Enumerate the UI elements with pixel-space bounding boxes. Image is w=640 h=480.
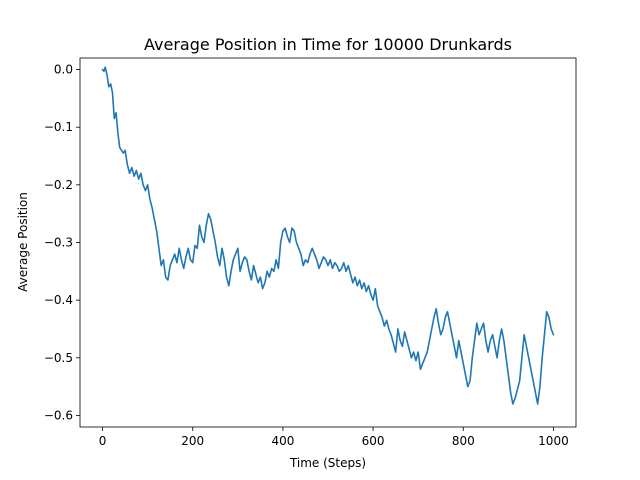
y-tick-label: −0.6	[44, 408, 73, 422]
y-axis: 0.0 −0.1 −0.2 −0.3 −0.4 −0.5 −0.6	[44, 63, 80, 422]
x-axis-label: Time (Steps)	[289, 456, 366, 470]
x-tick-label: 0	[99, 434, 107, 448]
x-axis: 0 200 400 600 800 1000	[99, 427, 569, 448]
y-tick-label: −0.4	[44, 293, 73, 307]
x-tick-label: 600	[362, 434, 385, 448]
x-tick-label: 200	[181, 434, 204, 448]
x-tick-label: 800	[452, 434, 475, 448]
chart-title: Average Position in Time for 10000 Drunk…	[144, 35, 512, 54]
y-tick-label: −0.1	[44, 120, 73, 134]
y-tick-label: −0.2	[44, 178, 73, 192]
y-tick-label: 0.0	[54, 63, 73, 77]
y-tick-label: −0.5	[44, 351, 73, 365]
series-line	[101, 66, 555, 405]
y-tick-label: −0.3	[44, 236, 73, 250]
x-tick-label: 400	[271, 434, 294, 448]
y-axis-label: Average Position	[16, 192, 30, 292]
x-tick-label: 1000	[538, 434, 569, 448]
